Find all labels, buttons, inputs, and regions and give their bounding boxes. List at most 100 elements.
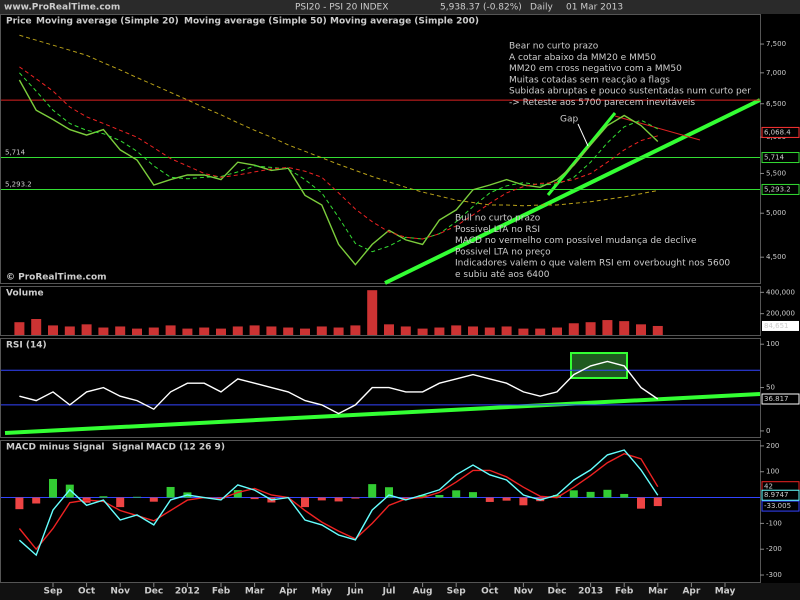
volume-bar	[48, 325, 58, 335]
y-tick-label: 4,500	[766, 253, 786, 261]
annotation: -> Reteste aos 5700 parecem inevitáveis	[509, 98, 695, 108]
value-label: 84,651	[764, 322, 789, 330]
histogram-bar	[435, 494, 444, 498]
last-value-box	[761, 500, 800, 512]
annotation: MM20 em cross negativo com a MM50	[509, 64, 682, 74]
x-tick-label: Apr	[682, 587, 700, 597]
volume-bar	[417, 328, 428, 335]
watermark: © ProRealTime.com	[6, 273, 107, 283]
y-tick-label: 100	[766, 468, 779, 476]
annotation: Bull no curto prazo	[455, 214, 541, 224]
volume-bar	[199, 327, 210, 335]
histogram-bar	[133, 496, 141, 498]
histogram-bar	[32, 497, 41, 504]
histogram-bar	[351, 497, 360, 499]
histogram-bar	[418, 494, 427, 498]
legend-entry: Moving average (Simple 200)	[330, 17, 479, 27]
y-tick-label: 100	[766, 340, 779, 348]
annotation: Bear no curto prazo	[509, 42, 599, 52]
x-tick-label: Sep	[447, 587, 467, 597]
volume-bar	[14, 322, 25, 335]
histogram-bar	[99, 496, 108, 498]
x-tick-label: Nov	[514, 587, 534, 597]
volume-bar	[266, 326, 277, 335]
legend-entry: Moving average (Simple 20)	[36, 17, 179, 27]
x-tick-label: Oct	[481, 587, 499, 597]
series-line	[18, 449, 659, 557]
period: Daily	[530, 3, 553, 13]
volume-bar	[652, 325, 663, 335]
annotation: e subiu até aos 6400	[455, 269, 550, 280]
level-box	[761, 183, 800, 195]
volume-bar	[384, 324, 394, 335]
level-box-label: 5,293.2	[764, 185, 791, 193]
volume-bar	[468, 326, 478, 335]
rsi-box	[570, 352, 628, 379]
x-tick-label: Sep	[43, 587, 63, 597]
y-tick-label: 400,000	[766, 288, 795, 296]
histogram-bar	[452, 490, 461, 498]
x-tick-label: Jun	[346, 587, 363, 597]
last-value-label: 42	[764, 483, 773, 491]
legend-entry: Moving average (Simple 50)	[184, 17, 327, 27]
volume-bar	[518, 328, 529, 335]
histogram-bar	[385, 487, 393, 498]
value-marker	[761, 126, 800, 138]
volume-bar	[316, 326, 327, 335]
volume-bar	[333, 327, 344, 335]
volume-bar	[585, 322, 596, 335]
macd-frame	[0, 440, 761, 583]
histogram-bar	[502, 497, 511, 501]
volume-bar	[367, 290, 378, 335]
legend-entry: Signal	[112, 443, 144, 453]
volume-bar	[619, 321, 630, 335]
volume-bar	[300, 328, 310, 335]
series-line	[19, 72, 659, 253]
x-tick-label: Oct	[78, 587, 96, 597]
annotation: Possivel LTA no preço	[455, 247, 551, 257]
trend-line	[546, 112, 617, 196]
last-value-label: 36.817	[764, 395, 789, 403]
histogram-bar	[485, 497, 494, 502]
y-tick-label: 5,500	[766, 169, 786, 177]
y-tick-label: 200,000	[766, 310, 795, 318]
histogram-bar	[519, 497, 528, 506]
histogram-bar	[469, 492, 477, 498]
x-tick-label: Jul	[382, 587, 396, 597]
y-tick-label: 50	[766, 384, 775, 392]
volume-bar	[148, 327, 159, 335]
annotation: Possivel LTA no RSI	[455, 225, 540, 235]
series-line	[18, 79, 659, 266]
legend-entry: MACD (12 26 9)	[146, 443, 225, 453]
site-name: www.ProRealTime.com	[4, 3, 120, 13]
last-value-label: -33.005	[764, 502, 791, 510]
x-tick-label: Feb	[212, 587, 231, 597]
legend-entry: Price	[6, 17, 32, 27]
value-box	[762, 320, 799, 331]
annotation: MACD no vermelho com possível mudança de…	[455, 236, 697, 246]
series-line	[19, 360, 659, 415]
histogram-bar	[334, 497, 343, 502]
volume-bar	[115, 326, 126, 335]
gap-arrow	[577, 123, 589, 147]
annotation: Muitas cotadas sem reacção a flags	[509, 75, 670, 85]
histogram-bar	[586, 491, 595, 498]
volume-bar	[535, 328, 546, 335]
y-tick-label: 5,000	[766, 209, 786, 217]
volume-bar	[451, 325, 462, 335]
x-tick-label: Dec	[548, 587, 567, 597]
histogram-bar	[637, 497, 645, 509]
gap-label: Gap	[560, 115, 578, 125]
annotation: Indicadores valem o que valem RSI em ove…	[455, 259, 730, 269]
histogram-bar	[149, 497, 158, 502]
histogram-bar	[620, 493, 629, 498]
volume-bar	[232, 326, 243, 335]
volume-bar	[132, 328, 142, 335]
histogram-bar	[317, 497, 326, 501]
y-tick-label: -200	[766, 545, 782, 553]
histogram-bar	[301, 497, 309, 508]
x-tick-label: Aug	[413, 587, 433, 597]
panel-title: Volume	[6, 289, 44, 299]
volume-bar	[249, 325, 260, 335]
